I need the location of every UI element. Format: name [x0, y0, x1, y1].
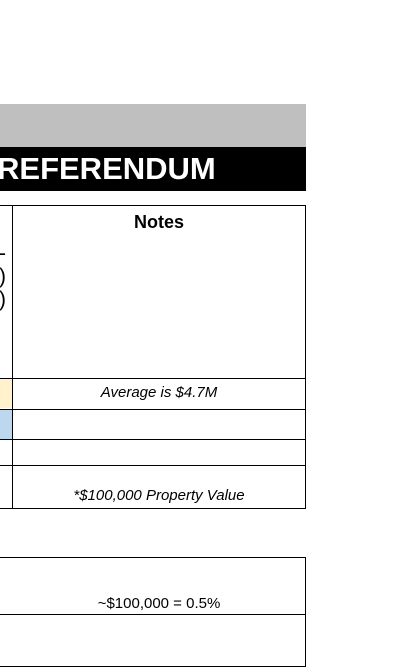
cut-off-cell-text: -: [0, 243, 6, 264]
column-divider: [12, 206, 13, 508]
secondary-table: [0, 557, 306, 667]
section-title-bar: REFERENDUM: [0, 147, 306, 191]
percentage-note: ~$100,000 = 0.5%: [97, 595, 221, 612]
row-divider: [0, 614, 306, 615]
section-title: REFERENDUM: [0, 151, 216, 186]
referendum-table: [0, 205, 306, 509]
row-divider: [0, 409, 306, 410]
cut-off-cell-text: ): [0, 266, 6, 287]
notes-column-header: Notes: [133, 212, 184, 232]
highlighted-cell-blue: [0, 410, 12, 439]
row-divider: [0, 465, 306, 466]
header-gray-band: [0, 104, 306, 147]
row-divider: [0, 439, 306, 440]
row-divider: [0, 378, 306, 379]
cut-off-cell-text: ): [0, 289, 6, 310]
highlighted-cell-yellow: [0, 379, 12, 408]
property-value-note: *$100,000 Property Value: [73, 487, 245, 504]
average-note: Average is $4.7M: [100, 384, 218, 401]
